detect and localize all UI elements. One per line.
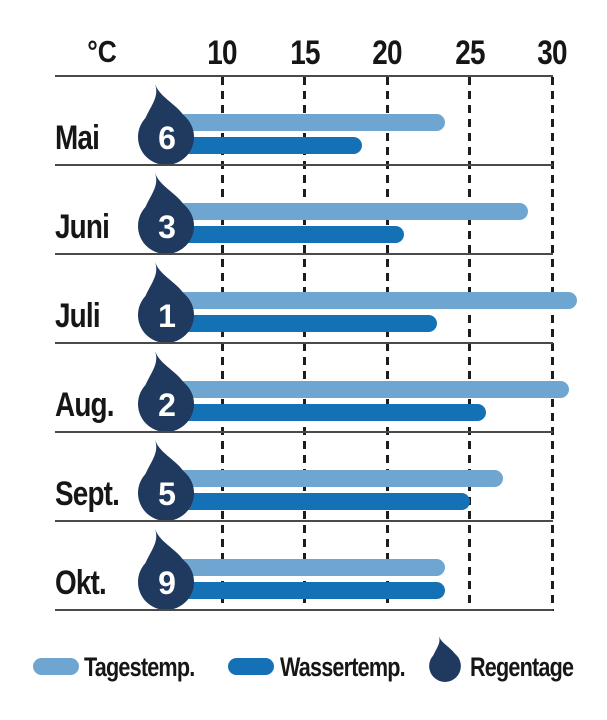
day-temp-bar <box>162 381 569 398</box>
row-separator <box>55 431 553 433</box>
row-separator <box>55 164 553 166</box>
gridline-15 <box>303 77 307 611</box>
svg-text:2: 2 <box>158 387 176 423</box>
water-temp-bar <box>162 137 363 154</box>
day-temp-bar <box>162 292 578 309</box>
svg-text:3: 3 <box>158 209 176 245</box>
day-temp-bar <box>162 114 446 131</box>
gridline-20 <box>385 77 389 611</box>
gridline-30 <box>550 77 554 611</box>
row-separator <box>55 520 553 522</box>
month-label: Sept. <box>55 475 120 513</box>
water-temp-bar <box>162 582 446 599</box>
water-temp-bar <box>162 493 470 510</box>
day-temp-bar <box>162 203 528 220</box>
axis-tick-20: 20 <box>372 34 402 72</box>
rain-days-droplet-icon: 5 <box>138 440 194 521</box>
month-label: Juni <box>55 208 110 246</box>
row-separator <box>55 342 553 344</box>
legend-rain-days-label: Regentage <box>470 652 574 682</box>
legend-day-temp-label: Tagestemp. <box>84 652 195 682</box>
legend-water-temp-swatch <box>228 658 274 675</box>
legend-water-temp-label: Wassertemp. <box>280 652 406 682</box>
svg-text:9: 9 <box>158 565 176 601</box>
rain-days-droplet-icon: 2 <box>138 351 194 432</box>
rain-days-droplet-icon: 6 <box>138 84 194 165</box>
gridline-25 <box>468 77 472 611</box>
row-separator <box>55 609 553 611</box>
rain-days-droplet-icon: 9 <box>138 529 194 610</box>
axis-tick-25: 25 <box>455 34 485 72</box>
month-label: Juli <box>55 297 101 335</box>
svg-text:6: 6 <box>158 120 176 156</box>
svg-text:5: 5 <box>158 476 176 512</box>
legend-rain-droplet-icon <box>429 636 461 682</box>
legend-day-temp-swatch <box>33 658 79 675</box>
day-temp-bar <box>162 470 503 487</box>
row-separator <box>55 253 553 255</box>
axis-tick-15: 15 <box>289 34 320 72</box>
month-label: Mai <box>55 119 100 157</box>
water-temp-bar <box>162 404 487 421</box>
water-temp-bar <box>162 226 404 243</box>
month-label: Okt. <box>55 564 107 602</box>
water-temp-bar <box>162 315 437 332</box>
svg-text:1: 1 <box>158 298 176 334</box>
rain-days-droplet-icon: 1 <box>138 262 194 343</box>
day-temp-bar <box>162 559 446 576</box>
month-label: Aug. <box>55 386 114 424</box>
axis-line-top <box>55 75 553 77</box>
axis-tick-30: 30 <box>537 34 568 72</box>
gridline-10 <box>220 77 224 611</box>
axis-tick-10: 10 <box>207 34 237 72</box>
axis-unit-label: °C <box>87 34 117 69</box>
rain-days-droplet-icon: 3 <box>138 173 194 254</box>
